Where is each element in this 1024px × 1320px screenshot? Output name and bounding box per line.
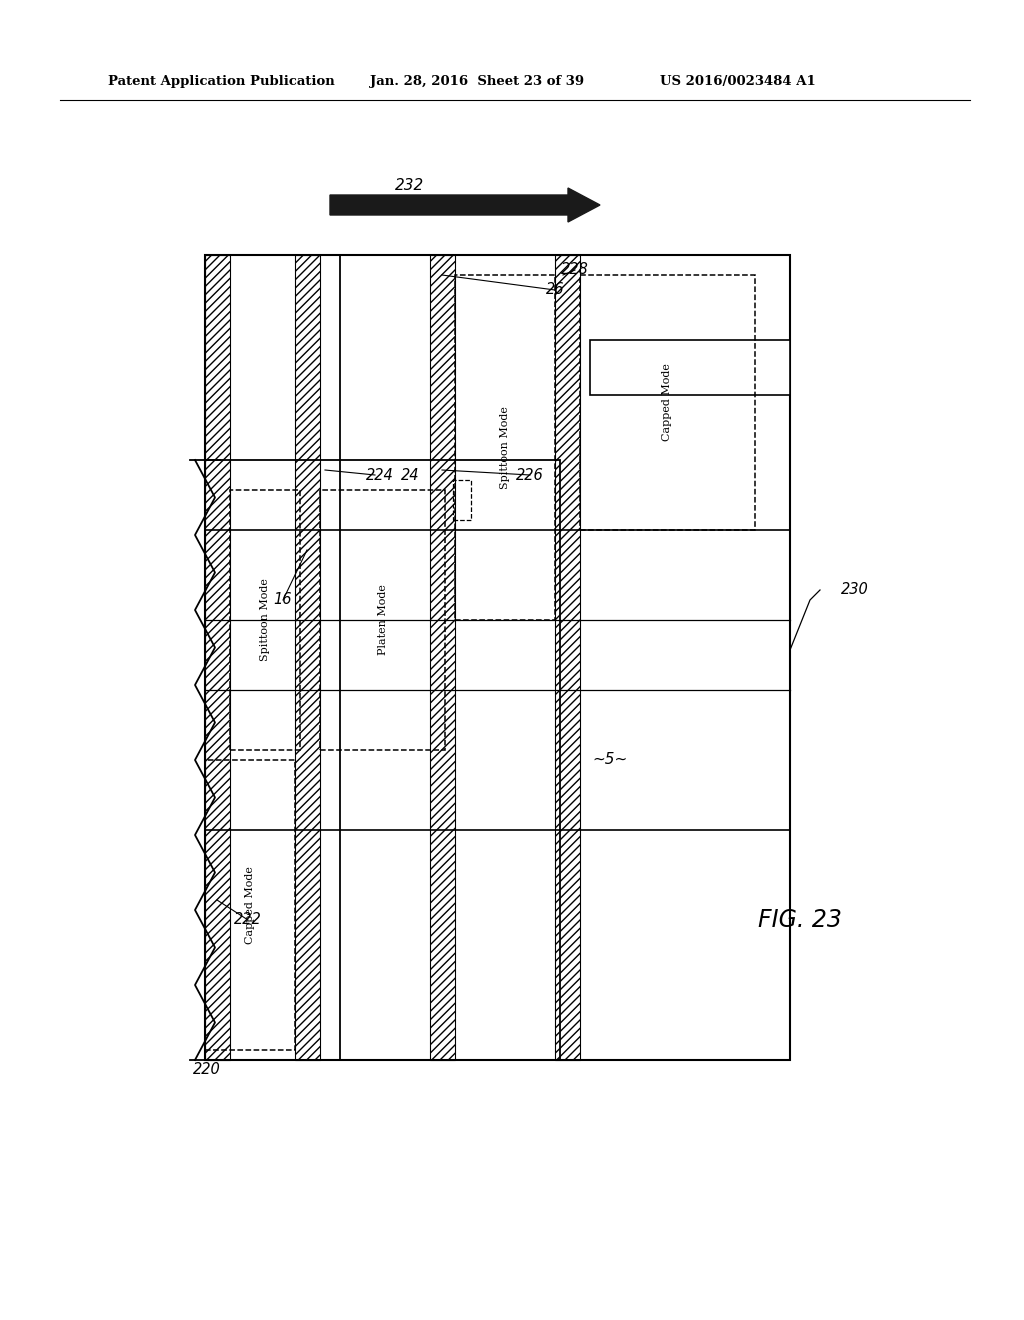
Text: Platen Mode: Platen Mode [378, 585, 387, 656]
Bar [295, 255, 319, 1060]
Text: Spittoon Mode: Spittoon Mode [260, 578, 270, 661]
Bar [455, 275, 555, 620]
Text: 222: 222 [234, 912, 262, 928]
Text: Jan. 28, 2016  Sheet 23 of 39: Jan. 28, 2016 Sheet 23 of 39 [370, 75, 584, 88]
Text: 228: 228 [561, 263, 589, 277]
Bar [205, 459, 560, 1060]
Bar [230, 490, 300, 750]
Bar [430, 255, 455, 1060]
Text: 226: 226 [516, 467, 544, 483]
Text: 230: 230 [841, 582, 869, 598]
Bar [453, 480, 471, 520]
Text: Capped Mode: Capped Mode [245, 866, 255, 944]
Bar [205, 255, 790, 1060]
FancyArrow shape [330, 187, 600, 222]
Text: Patent Application Publication: Patent Application Publication [108, 75, 335, 88]
Text: 26: 26 [546, 282, 564, 297]
Text: 220: 220 [194, 1063, 221, 1077]
Text: ~5~: ~5~ [592, 752, 628, 767]
Text: 16: 16 [273, 593, 292, 607]
Text: Spittoon Mode: Spittoon Mode [500, 407, 510, 488]
Bar [580, 275, 755, 531]
Text: 224: 224 [367, 467, 394, 483]
Text: 232: 232 [395, 177, 424, 193]
Text: US 2016/0023484 A1: US 2016/0023484 A1 [660, 75, 816, 88]
Text: FIG. 23: FIG. 23 [758, 908, 842, 932]
Text: Capped Mode: Capped Mode [663, 363, 673, 441]
Bar [555, 255, 580, 1060]
Text: 24: 24 [400, 467, 419, 483]
Bar [205, 255, 230, 1060]
Bar [340, 255, 790, 1060]
Bar [319, 490, 445, 750]
Bar [205, 760, 295, 1049]
Bar [590, 341, 790, 395]
